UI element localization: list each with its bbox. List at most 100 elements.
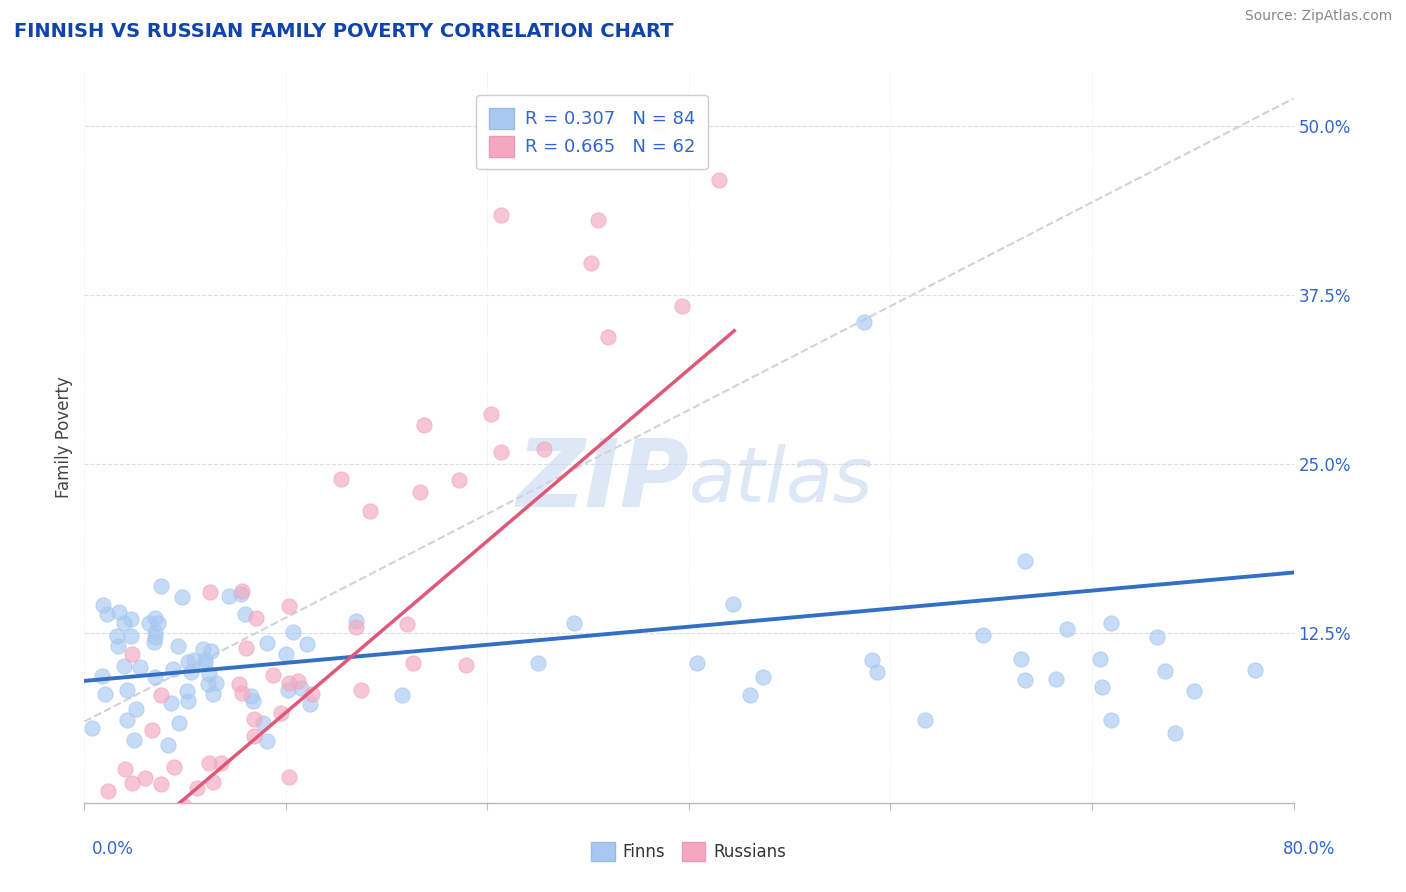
Point: [1014, 673, 1036, 688]
Point: [239, 690, 262, 704]
Point: [914, 714, 936, 728]
Point: [149, 777, 172, 791]
Point: [76, 837, 98, 851]
Point: [1010, 652, 1032, 666]
Point: [108, 605, 131, 619]
Point: [141, 723, 163, 737]
Point: [242, 694, 264, 708]
Point: [121, 648, 143, 662]
Point: [194, 652, 217, 666]
Point: [231, 586, 253, 600]
Point: [134, 771, 156, 785]
Point: [479, 407, 502, 421]
Y-axis label: Family Poverty: Family Poverty: [55, 376, 73, 498]
Point: [82, 722, 104, 736]
Point: [177, 694, 200, 708]
Point: [138, 615, 160, 630]
Point: [243, 712, 266, 726]
Point: [1088, 651, 1111, 665]
Point: [408, 484, 430, 499]
Point: [93, 687, 115, 701]
Point: [183, 653, 205, 667]
Point: [200, 643, 222, 657]
Point: [391, 689, 413, 703]
Point: [1146, 630, 1168, 644]
Point: [233, 607, 256, 621]
Point: [150, 688, 173, 702]
Point: [287, 674, 309, 689]
Point: [1091, 681, 1114, 695]
Point: [157, 738, 180, 752]
Point: [1014, 554, 1036, 568]
Point: [142, 635, 165, 649]
Point: [346, 620, 368, 634]
Point: [228, 676, 250, 690]
Point: [124, 732, 146, 747]
Point: [1099, 713, 1122, 727]
Point: [256, 734, 278, 748]
Point: [163, 834, 186, 848]
Point: [278, 676, 301, 690]
Point: [209, 756, 232, 771]
Point: [274, 647, 297, 661]
Point: [200, 585, 222, 599]
Point: [277, 683, 299, 698]
Point: [290, 681, 312, 696]
Point: [136, 805, 159, 820]
Point: [82, 837, 104, 851]
Point: [101, 837, 124, 851]
Point: [82, 837, 104, 851]
Point: [191, 642, 214, 657]
Point: [721, 598, 744, 612]
Point: [489, 208, 512, 222]
Point: [350, 683, 373, 698]
Point: [564, 616, 586, 631]
Point: [270, 706, 292, 720]
Point: [262, 668, 284, 682]
Point: [201, 775, 224, 789]
Point: [359, 504, 381, 518]
Point: [231, 584, 253, 599]
Point: [1056, 622, 1078, 636]
Text: Source: ZipAtlas.com: Source: ZipAtlas.com: [1244, 9, 1392, 23]
Point: [143, 670, 166, 684]
Point: [245, 611, 267, 625]
Text: 80.0%: 80.0%: [1284, 840, 1336, 858]
Point: [177, 655, 200, 669]
Point: [96, 607, 118, 621]
Point: [122, 837, 145, 851]
Point: [330, 472, 353, 486]
Point: [588, 213, 610, 227]
Point: [1164, 726, 1187, 740]
Point: [145, 611, 167, 625]
Point: [709, 172, 731, 186]
Point: [112, 658, 135, 673]
Point: [198, 756, 221, 771]
Point: [740, 688, 762, 702]
Point: [581, 255, 603, 269]
Point: [82, 837, 104, 851]
Point: [278, 599, 301, 613]
Point: [117, 682, 139, 697]
Point: [90, 668, 112, 682]
Text: ZIP: ZIP: [516, 435, 689, 527]
Point: [1244, 664, 1267, 678]
Point: [256, 636, 278, 650]
Point: [91, 599, 114, 613]
Point: [686, 656, 709, 670]
Point: [143, 624, 166, 639]
Point: [143, 828, 166, 842]
Point: [1099, 616, 1122, 631]
Point: [112, 616, 135, 631]
Point: [148, 616, 170, 631]
Point: [526, 656, 548, 670]
Point: [167, 715, 190, 730]
Point: [186, 780, 208, 795]
Point: [159, 696, 181, 710]
Point: [166, 639, 188, 653]
Point: [198, 667, 221, 681]
Text: atlas: atlas: [689, 444, 873, 518]
Point: [252, 716, 274, 731]
Point: [180, 665, 202, 679]
Point: [1154, 665, 1177, 679]
